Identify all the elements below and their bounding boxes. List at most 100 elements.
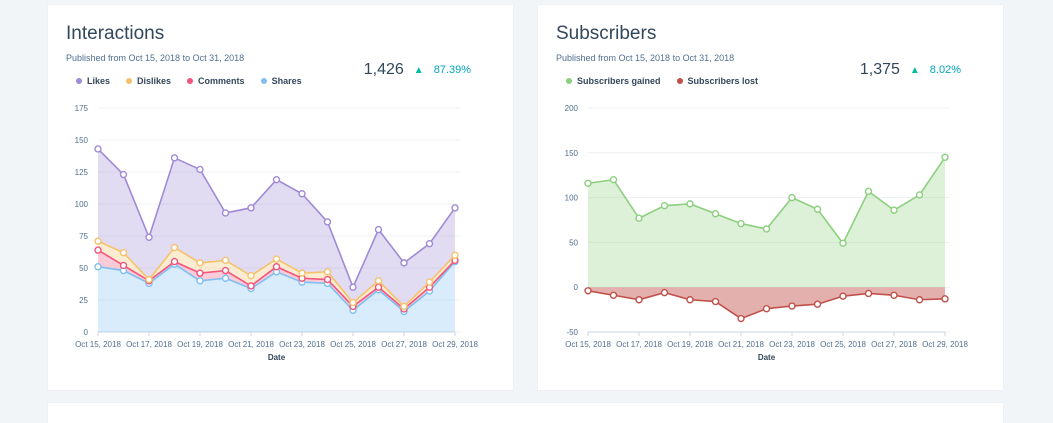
- kpi: 1,375 ▲ 8.02%: [860, 61, 961, 79]
- data-point: [221, 274, 230, 282]
- kpi: 1,426 ▲ 87.39%: [364, 61, 471, 79]
- x-tick-label: Oct 29, 2018: [432, 340, 478, 349]
- x-tick-label: Oct 29, 2018: [922, 340, 968, 349]
- data-point: [272, 255, 281, 263]
- trend-up-icon: ▲: [413, 64, 424, 76]
- data-point: [196, 269, 204, 277]
- data-point: [711, 210, 720, 218]
- card-title: Subscribers: [556, 23, 657, 44]
- subscribers-card: Subscribers Published from Oct 15, 2018 …: [538, 5, 1003, 390]
- data-point: [788, 302, 796, 310]
- data-point: [737, 219, 745, 228]
- series-area: [588, 287, 945, 319]
- y-tick-label: 25: [79, 296, 88, 305]
- data-point: [762, 305, 771, 313]
- kpi-change: 87.39%: [433, 64, 471, 76]
- y-tick-label: 200: [565, 104, 579, 113]
- data-point: [864, 289, 873, 298]
- data-point: [425, 278, 434, 286]
- x-axis-label: Date: [758, 353, 776, 362]
- data-point: [349, 298, 357, 307]
- legend-label: Comments: [198, 76, 245, 86]
- interactions-card: Interactions Published from Oct 15, 2018…: [48, 5, 513, 390]
- y-tick-label: 50: [79, 264, 88, 273]
- data-point: [145, 275, 153, 284]
- data-point: [323, 268, 332, 276]
- y-tick-label: 175: [75, 104, 89, 113]
- x-tick-label: Oct 25, 2018: [330, 340, 376, 349]
- x-tick-label: Oct 23, 2018: [769, 340, 815, 349]
- x-tick-label: Oct 19, 2018: [667, 340, 713, 349]
- data-point: [323, 218, 332, 226]
- y-tick-label: -50: [566, 328, 578, 337]
- data-point: [941, 295, 949, 303]
- y-tick-label: 100: [565, 194, 579, 203]
- legend-item[interactable]: Comments: [187, 76, 245, 86]
- card-subtitle: Published from Oct 15, 2018 to Oct 31, 2…: [66, 53, 245, 63]
- x-tick-label: Oct 15, 2018: [565, 340, 611, 349]
- y-tick-label: 150: [565, 149, 579, 158]
- series-area: [98, 261, 455, 332]
- data-point: [400, 302, 408, 311]
- legend-item[interactable]: Subscribers gained: [566, 76, 661, 86]
- data-point: [584, 287, 592, 295]
- kpi-change: 8.02%: [929, 64, 961, 76]
- data-point: [374, 225, 383, 234]
- data-point: [839, 292, 847, 300]
- data-point: [737, 314, 745, 323]
- data-point: [635, 214, 643, 222]
- data-point: [196, 259, 204, 267]
- data-point: [119, 248, 128, 257]
- kpi-total: 1,375: [859, 61, 900, 78]
- x-tick-label: Oct 27, 2018: [381, 340, 427, 349]
- data-point: [941, 153, 949, 161]
- data-point: [298, 269, 306, 277]
- data-point: [686, 296, 694, 304]
- data-point: [839, 239, 847, 247]
- data-point: [813, 300, 822, 308]
- legend-dot: [566, 78, 572, 84]
- data-point: [660, 201, 669, 210]
- legend-dot: [126, 78, 133, 84]
- data-point: [272, 263, 281, 271]
- data-point: [196, 277, 204, 285]
- data-point: [94, 263, 102, 271]
- data-point: [119, 170, 128, 179]
- trend-up-icon: ▲: [909, 64, 920, 76]
- data-point: [221, 266, 230, 275]
- y-tick-label: 125: [75, 168, 89, 177]
- x-tick-label: Oct 21, 2018: [228, 340, 274, 349]
- y-tick-label: 100: [75, 200, 89, 209]
- data-point: [890, 206, 898, 214]
- legend-item[interactable]: Likes: [76, 76, 110, 86]
- data-point: [272, 175, 281, 184]
- data-point: [425, 239, 434, 248]
- next-card: [48, 403, 1003, 423]
- legend-dot: [260, 78, 267, 84]
- data-point: [94, 246, 102, 254]
- series-area: [588, 157, 945, 288]
- x-tick-label: Oct 17, 2018: [616, 340, 662, 349]
- data-point: [451, 251, 459, 259]
- legend-label: Shares: [271, 76, 302, 86]
- data-point: [247, 271, 255, 280]
- legend-item[interactable]: Subscribers lost: [676, 76, 759, 86]
- data-point: [609, 175, 618, 184]
- data-point: [762, 225, 771, 233]
- x-tick-label: Oct 19, 2018: [177, 340, 223, 349]
- legend-item[interactable]: Dislikes: [126, 76, 171, 86]
- series-area: [98, 148, 455, 307]
- data-point: [323, 275, 332, 284]
- data-point: [94, 145, 102, 153]
- chart-svg: 0 25 50 75 100 125 150 175 Oct 15, 2018 Oct 17, 2…: [75, 104, 479, 362]
- y-tick-label: 50: [569, 238, 578, 247]
- data-point: [686, 200, 694, 208]
- chart-legend: Subscribers gained Subscribers lost: [566, 76, 758, 86]
- data-point: [247, 282, 255, 290]
- data-point: [400, 259, 408, 267]
- data-point: [221, 256, 230, 265]
- data-point: [170, 257, 179, 266]
- x-tick-label: Oct 23, 2018: [279, 340, 325, 349]
- legend-item[interactable]: Shares: [260, 76, 302, 86]
- legend-label: Subscribers lost: [687, 76, 759, 86]
